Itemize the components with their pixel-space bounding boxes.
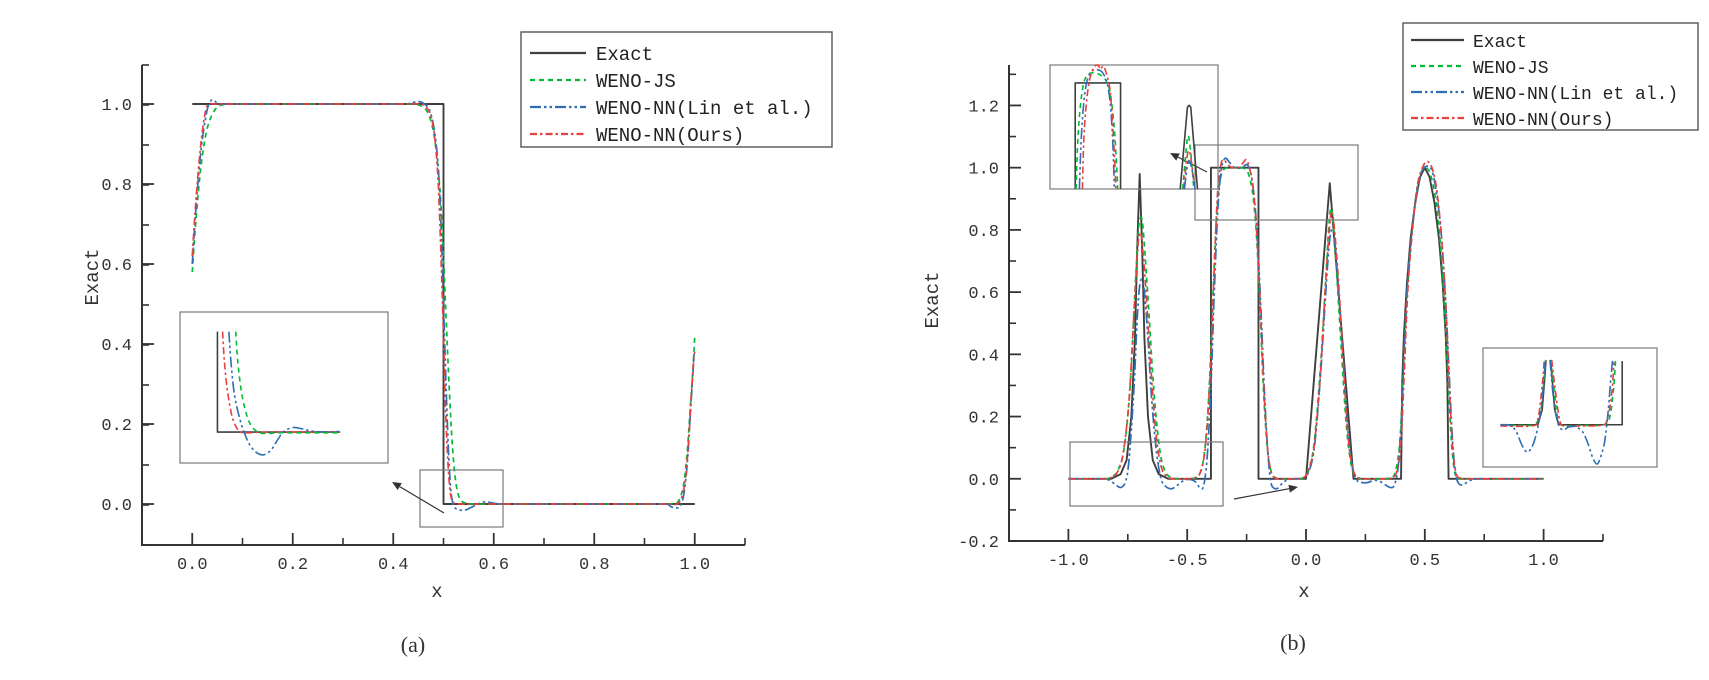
x-tick-label: 0.0	[1291, 552, 1322, 571]
y-tick-label: 0.4	[101, 337, 132, 356]
y-tick-label: 0.0	[968, 472, 999, 491]
y-tick-label: 1.0	[968, 161, 999, 180]
legend-label-weno-nn-ours: WENO-NN(Ours)	[596, 125, 744, 147]
x-axis-title-b: x	[1298, 581, 1309, 603]
y-tick-label: 0.2	[968, 410, 999, 429]
x-axis-title-a: x	[431, 581, 442, 603]
x-tick-label: 0.0	[177, 556, 208, 575]
series-line-inset-weno-nn-lin-et-al-2	[228, 331, 341, 456]
zoom-arrow-b-top-head	[1170, 153, 1180, 161]
zoom-inset-box-b-bottom	[1482, 347, 1658, 468]
x-tick-label: 0.4	[378, 556, 409, 575]
series-line-inset-weno-nn-ours-6	[1182, 149, 1196, 190]
legend-label-weno-js: WENO-JS	[596, 71, 676, 93]
series-line-weno-nn-ours-b	[1068, 158, 1544, 480]
y-axis-title-b: Exact	[922, 271, 944, 328]
x-tick-label: 1.0	[679, 556, 710, 575]
legend-box-a	[520, 31, 833, 148]
zoom-inset-box-b-top	[1049, 64, 1219, 190]
x-tick-label: -1.0	[1048, 552, 1089, 571]
legend-label-weno-nn-ours: WENO-NN(Ours)	[1473, 111, 1613, 131]
minor-ticks-a	[141, 64, 746, 546]
zoom-inset-box-a	[179, 311, 389, 464]
legend-label-weno-js: WENO-JS	[1473, 59, 1549, 79]
zoom-arrow-a-head	[392, 482, 402, 491]
minor-ticks-b	[1008, 73, 1604, 541]
series-line-inset-exact-0	[216, 331, 341, 433]
zoom-arrow-a-shaft	[399, 486, 445, 514]
annotations-a	[179, 311, 504, 528]
x-tick-label: 0.6	[478, 556, 509, 575]
series-line-weno-js-b	[1068, 166, 1544, 480]
series-line-inset-weno-js-2	[1500, 359, 1547, 427]
y-tick-label: 0.0	[101, 497, 132, 516]
caption-a: (a)	[401, 632, 425, 657]
legend-label-exact: Exact	[596, 44, 653, 66]
major-ticks-b: -1.0 -0.5 0.0 0.5 1.0 -0.2 0.0 0.2 0.4 0.6 0.8 1.0 1…	[958, 98, 1559, 571]
series-line-inset-exact-0	[1074, 82, 1122, 189]
series-line-inset-weno-js-3	[234, 331, 341, 435]
major-ticks-a: 0.0 0.2 0.4 0.6 0.8 1.0 0.0 0.2 0.4 0.6 0.8 1.0	[101, 97, 710, 575]
zoom-source-box-b-bottom	[1069, 441, 1224, 507]
legend-label-weno-nn-lin-et-al: WENO-NN(Lin et al.)	[1473, 85, 1678, 105]
panel-a: 0.0 0.2 0.4 0.6 0.8 1.0 0.0 0.2 0.4 0.6 0.8 1.0 x Exa…	[82, 31, 833, 657]
legend-b: Exact WENO-JS WENO-NN(Lin et al.) WENO-NN(O…	[1402, 22, 1699, 131]
series-line-inset-exact-4	[1179, 104, 1199, 190]
y-tick-label: 0.6	[968, 285, 999, 304]
x-tick-label: 0.2	[277, 556, 308, 575]
y-tick-label: 0.8	[968, 223, 999, 242]
legend-a: Exact WENO-JS WENO-NN(Lin et al.) WENO-NN(O…	[520, 31, 833, 148]
series-line-inset-weno-nn-lin-et-al-2	[1078, 68, 1116, 190]
legend-label-exact: Exact	[1473, 33, 1527, 53]
series-line-weno-nn-lin-et-al-b	[1068, 157, 1544, 490]
series-line-inset-weno-nn-ours-1	[221, 331, 341, 434]
zoom-source-box-a	[419, 469, 504, 528]
y-tick-label: -0.2	[958, 534, 999, 553]
x-tick-label: 0.8	[579, 556, 610, 575]
panel-b: -1.0 -0.5 0.0 0.5 1.0 -0.2 0.0 0.2 0.4 0.6 0.8 1.0 1…	[922, 22, 1699, 655]
y-tick-label: 0.4	[968, 347, 999, 366]
annotations-b	[1049, 64, 1658, 507]
y-tick-label: 0.6	[101, 257, 132, 276]
y-tick-label: 1.2	[968, 98, 999, 117]
y-tick-label: 0.2	[101, 417, 132, 436]
zoom-source-box-b-top	[1194, 144, 1359, 221]
x-tick-label: 1.0	[1528, 552, 1559, 571]
caption-b: (b)	[1280, 630, 1306, 655]
series-line-inset-weno-js-3	[1550, 359, 1617, 427]
series-line-inset-weno-nn-lin-et-al-6	[1500, 359, 1547, 453]
x-tick-label: 0.5	[1409, 552, 1440, 571]
series-line-inset-weno-nn-lin-et-al-7	[1549, 359, 1614, 465]
series-line-inset-weno-nn-ours-4	[1500, 359, 1546, 428]
x-tick-label: -0.5	[1167, 552, 1208, 571]
series-line-inset-weno-nn-lin-et-al-7	[1183, 159, 1196, 190]
zoom-arrow-b-bottom-shaft	[1233, 488, 1290, 500]
series-line-exact-b	[1068, 166, 1544, 480]
series-line-weno-nn-ours-a	[191, 102, 696, 506]
series-line-inset-weno-nn-ours-3	[1081, 64, 1117, 190]
y-tick-label: 0.8	[101, 177, 132, 196]
y-axis-title-a: Exact	[82, 248, 104, 305]
series-line-inset-weno-nn-ours-5	[1550, 359, 1615, 428]
legend-label-weno-nn-lin-et-al: WENO-NN(Lin et al.)	[596, 98, 813, 120]
y-tick-label: 1.0	[101, 97, 132, 116]
zoom-arrow-b-bottom-head	[1288, 484, 1298, 493]
